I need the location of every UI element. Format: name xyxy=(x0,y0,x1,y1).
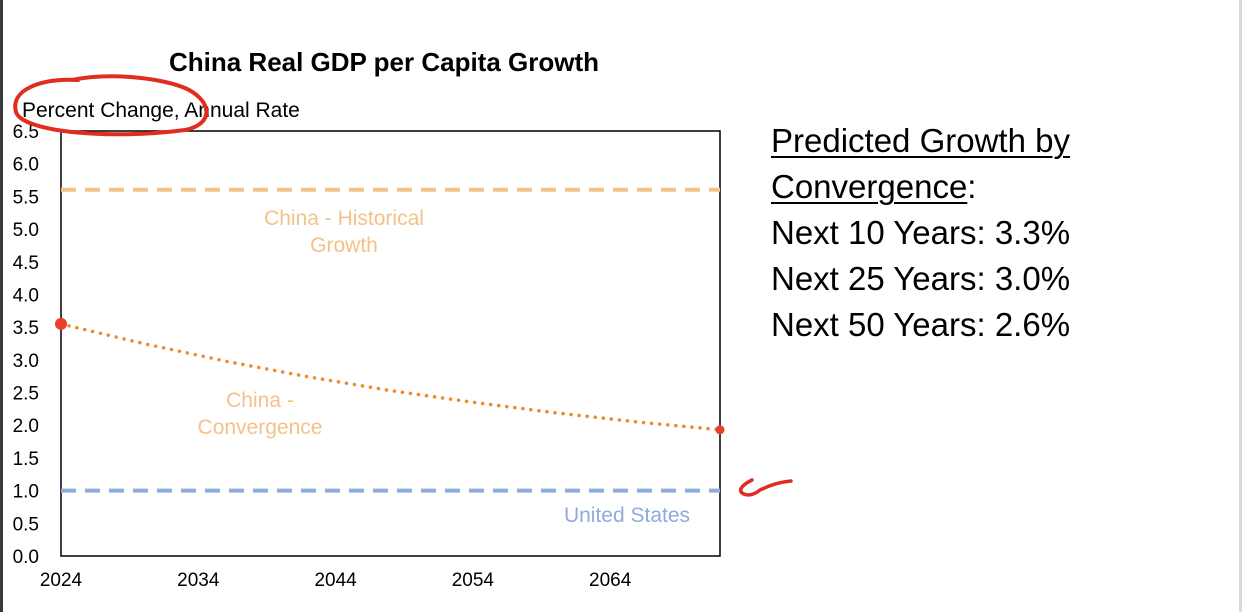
prediction-panel: Predicted Growth by Convergence: Next 10… xyxy=(771,118,1211,348)
y-tick-label: 4.0 xyxy=(13,285,39,306)
panel-row-25-years: Next 25 Years: 3.0% xyxy=(771,260,1071,297)
y-tick-label: 4.5 xyxy=(13,253,39,274)
panel-heading-text1: Predicted Growth by xyxy=(771,122,1070,159)
series-end-point xyxy=(715,425,725,435)
x-tick-label: 2024 xyxy=(40,570,83,591)
y-tick-labels: 0.0 0.5 1.0 1.5 2.0 2.5 3.0 3.5 4.0 4.5 5.0 5.5 6.0 6… xyxy=(13,122,39,568)
y-tick-label: 2.5 xyxy=(13,384,39,405)
plot-frame xyxy=(60,130,721,557)
y-tick-label: 1.5 xyxy=(13,449,39,470)
ink-arrow-mark xyxy=(739,478,793,497)
x-tick-label: 2054 xyxy=(452,570,495,591)
chart-title: China Real GDP per Capita Growth xyxy=(169,47,599,77)
x-tick-label: 2064 xyxy=(589,570,632,591)
panel-heading-text2: Convergence xyxy=(771,168,968,205)
y-tick-label: 5.0 xyxy=(13,220,39,241)
panel-heading-colon: : xyxy=(967,168,977,205)
annotation-label: China - Historical xyxy=(264,207,424,230)
annotation-label: United States xyxy=(564,504,690,527)
x-tick-label: 2044 xyxy=(314,570,357,591)
panel-heading-line1: Predicted Growth by xyxy=(771,118,1211,164)
panel-heading-line2: Convergence: xyxy=(771,164,1211,210)
annotation-label: Growth xyxy=(310,234,378,257)
y-tick-label: 0.0 xyxy=(13,547,39,568)
y-tick-label: 6.5 xyxy=(13,122,39,143)
panel-row-50-years: Next 50 Years: 2.6% xyxy=(771,306,1071,343)
window-edge-left xyxy=(0,0,3,612)
annotation-label: China - xyxy=(226,389,294,412)
x-tick-label: 2034 xyxy=(177,570,220,591)
annotations: China - Historical Growth China - Convergen… xyxy=(198,207,691,527)
window-edge-right xyxy=(1239,0,1242,612)
y-tick-label: 3.5 xyxy=(13,318,39,339)
y-tick-label: 0.5 xyxy=(13,514,39,535)
y-tick-label: 1.0 xyxy=(13,482,39,503)
series-start-point xyxy=(55,317,67,330)
annotation-label: Convergence xyxy=(198,416,323,439)
y-tick-label: 2.0 xyxy=(13,416,39,437)
y-tick-label: 5.5 xyxy=(13,187,39,208)
x-tick-labels: 2024 2034 2044 2054 2064 xyxy=(40,570,632,591)
ink-circle-mark xyxy=(13,74,209,137)
y-tick-label: 6.0 xyxy=(13,155,39,176)
panel-row-10-years: Next 10 Years: 3.3% xyxy=(771,214,1071,251)
series-group xyxy=(55,187,725,493)
series-line-1 xyxy=(59,322,722,432)
y-axis-label: Percent Change, Annual Rate xyxy=(22,99,300,122)
y-tick-label: 3.0 xyxy=(13,351,39,372)
